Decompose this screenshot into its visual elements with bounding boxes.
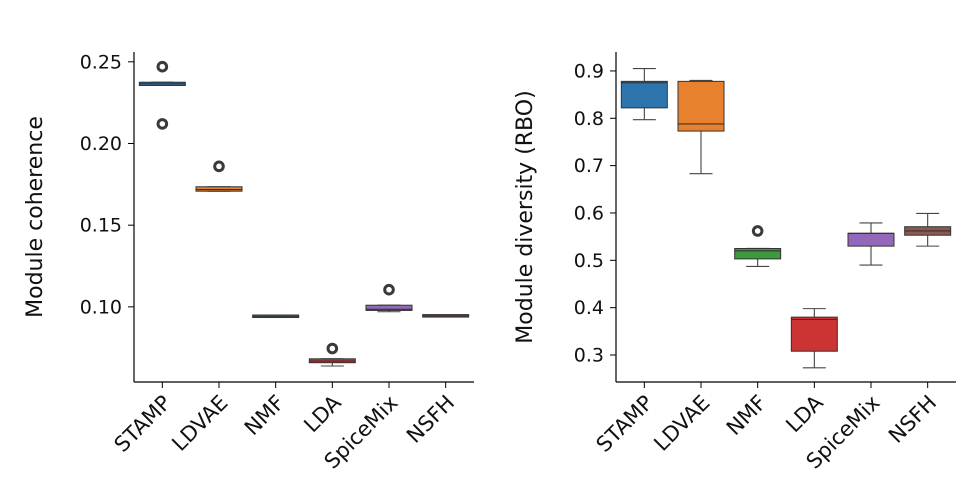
coherence-boxplot-panel: 0.10 0.15 0.20 0.25 Module coherence STAMPLDV… [23, 51, 474, 474]
diversity-category-label-lda: LDA [781, 390, 828, 437]
diversity-y-axis-title: Module diversity (RBO) [513, 90, 538, 343]
coherence-category-label-nsfh: NSFH [402, 391, 459, 448]
diversity-y-tick-label: 0.5 [574, 250, 604, 272]
coherence-spicemix-outlier [383, 283, 395, 296]
coherence-ldvae-outlier [213, 160, 225, 173]
diversity-category-label-stamp: STAMP [592, 391, 658, 457]
coherence-y-axis-title: Module coherence [23, 116, 48, 318]
diversity-y-tick-label: 0.6 [574, 202, 604, 224]
coherence-stamp-outlier [156, 60, 169, 73]
diversity-y-tick-label: 0.8 [574, 108, 604, 130]
diversity-category-label-nsfh: NSFH [884, 391, 941, 448]
diversity-category-label-nmf: NMF [722, 391, 771, 440]
coherence-ldvae-box [195, 186, 243, 192]
diversity-boxplot-panel: 0.3 0.4 0.5 0.6 0.7 0.8 0.9 Module diversity (R… [513, 52, 956, 474]
coherence-spicemix-box [365, 304, 413, 311]
diversity-y-tick-label: 0.4 [574, 297, 604, 319]
diversity-lda-box [790, 316, 838, 352]
diversity-nmf-outlier [751, 225, 764, 237]
coherence-category-label-lda: LDA [299, 390, 346, 437]
coherence-y-tick-label: 0.25 [80, 51, 122, 73]
coherence-stamp-outlier [156, 118, 169, 130]
coherence-y-tick-label: 0.20 [80, 133, 122, 155]
diversity-spicemix-box [847, 232, 895, 247]
diversity-ldvae-box [677, 80, 725, 132]
coherence-category-label-nmf: NMF [240, 391, 289, 440]
diversity-y-tick-label: 0.9 [574, 60, 604, 82]
diversity-nmf-box [734, 247, 782, 260]
diversity-y-tick-label: 0.7 [574, 155, 604, 177]
coherence-y-tick-label: 0.10 [80, 296, 122, 318]
diversity-stamp-box [620, 80, 668, 109]
diversity-y-tick-label: 0.3 [574, 345, 604, 367]
diversity-category-label-ldvae: LDVAE [649, 391, 714, 456]
coherence-category-label-stamp: STAMP [110, 391, 176, 457]
coherence-category-label-ldvae: LDVAE [167, 391, 232, 456]
coherence-y-tick-label: 0.15 [80, 215, 122, 237]
coherence-lda-outlier [326, 342, 339, 355]
